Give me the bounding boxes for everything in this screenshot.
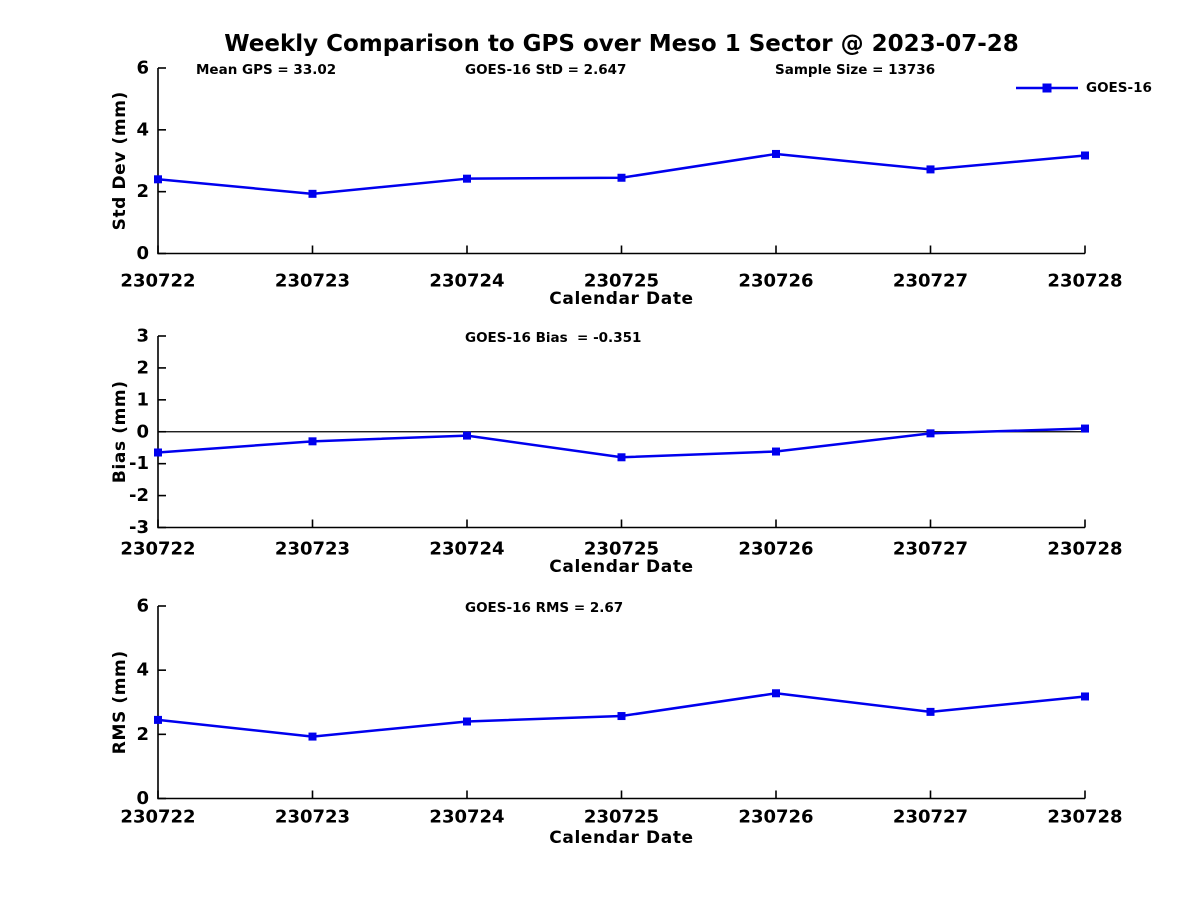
x-tick-label: 230722 bbox=[120, 271, 195, 292]
y-tick-label: 0 bbox=[136, 243, 149, 264]
subplot-rms-mm: 0 2 4 6 230722 230723 230724 230725 230726 230727… bbox=[110, 596, 1123, 849]
x-tick-label: 230724 bbox=[429, 271, 504, 292]
legend: GOES-16 bbox=[1016, 80, 1152, 96]
y-tick-label: 0 bbox=[136, 421, 149, 442]
annotation: GOES-16 RMS = 2.67 bbox=[465, 600, 623, 616]
data-point-marker bbox=[926, 165, 935, 174]
annotation: GOES-16 StD = 2.647 bbox=[465, 62, 626, 78]
data-point-marker bbox=[617, 173, 626, 182]
x-tick-label: 230725 bbox=[584, 271, 659, 292]
x-tick-label: 230726 bbox=[738, 539, 813, 560]
y-axis-title: RMS (mm) bbox=[110, 650, 130, 754]
y-tick-label: -3 bbox=[129, 517, 149, 538]
annotation: Sample Size = 13736 bbox=[775, 62, 935, 78]
x-tick-label: 230723 bbox=[275, 807, 350, 828]
subplot-std-dev-mm: 0 2 4 6 230722 230723 230724 230725 230726 230727… bbox=[110, 58, 1152, 310]
data-point-marker bbox=[154, 175, 162, 184]
x-tick-label: 230726 bbox=[738, 271, 813, 292]
axes-frame bbox=[157, 606, 1085, 800]
x-tick-label: 230724 bbox=[429, 539, 504, 560]
x-tick-label: 230727 bbox=[893, 807, 968, 828]
y-tick-label: 4 bbox=[136, 119, 149, 140]
x-axis-title: Calendar Date bbox=[549, 828, 693, 848]
y-tick-label: 1 bbox=[136, 389, 149, 410]
x-tick-label: 230728 bbox=[1047, 539, 1122, 560]
x-tick-label: 230722 bbox=[120, 539, 195, 560]
y-tick-label: -1 bbox=[129, 453, 149, 474]
subplot-bias-mm: -3 -2 -1 0 1 2 3 230722 230723 230724 230725 230726… bbox=[110, 326, 1123, 578]
x-tick-label: 230726 bbox=[738, 807, 813, 828]
data-point-marker bbox=[617, 453, 626, 462]
x-axis-title: Calendar Date bbox=[549, 289, 693, 309]
x-tick-label: 230728 bbox=[1047, 807, 1122, 828]
data-point-marker bbox=[926, 429, 935, 438]
x-tick-label: 230725 bbox=[584, 539, 659, 560]
annotation: GOES-16 Bias = -0.351 bbox=[465, 330, 641, 346]
data-point-marker bbox=[1081, 151, 1089, 160]
y-tick-label: 3 bbox=[136, 326, 149, 347]
data-point-marker bbox=[1081, 424, 1089, 433]
data-point-marker bbox=[463, 174, 471, 183]
annotation: Mean GPS = 33.02 bbox=[196, 62, 336, 78]
legend-marker bbox=[1042, 83, 1052, 93]
data-point-marker bbox=[772, 447, 780, 456]
x-tick-label: 230724 bbox=[429, 807, 504, 828]
x-tick-label: 230727 bbox=[893, 539, 968, 560]
axes-frame bbox=[157, 68, 1085, 255]
y-tick-label: 6 bbox=[136, 58, 149, 79]
x-tick-label: 230723 bbox=[275, 539, 350, 560]
data-point-marker bbox=[1081, 692, 1089, 701]
data-point-marker bbox=[308, 437, 317, 446]
data-point-marker bbox=[308, 732, 317, 741]
y-tick-label: 0 bbox=[136, 788, 149, 809]
figure-title: Weekly Comparison to GPS over Meso 1 Sec… bbox=[224, 31, 1019, 57]
data-point-marker bbox=[463, 717, 471, 726]
y-tick-label: 2 bbox=[136, 181, 149, 202]
data-point-marker bbox=[154, 715, 162, 724]
data-point-marker bbox=[617, 712, 626, 721]
data-point-marker bbox=[772, 689, 780, 698]
y-tick-label: 2 bbox=[136, 724, 149, 745]
x-tick-label: 230727 bbox=[893, 271, 968, 292]
x-axis-title: Calendar Date bbox=[549, 557, 693, 577]
y-axis-title: Std Dev (mm) bbox=[110, 91, 130, 230]
x-tick-label: 230723 bbox=[275, 271, 350, 292]
data-point-marker bbox=[154, 448, 162, 457]
y-tick-label: 4 bbox=[136, 660, 149, 681]
series-line bbox=[157, 427, 1086, 459]
data-point-marker bbox=[463, 431, 471, 440]
y-tick-label: -2 bbox=[129, 485, 149, 506]
x-tick-label: 230728 bbox=[1047, 271, 1122, 292]
y-tick-label: 6 bbox=[136, 596, 149, 617]
y-tick-label: 2 bbox=[136, 357, 149, 378]
data-point-marker bbox=[772, 149, 780, 158]
y-axis-title: Bias (mm) bbox=[110, 380, 130, 483]
data-point-marker bbox=[308, 189, 317, 198]
legend-label: GOES-16 bbox=[1086, 80, 1152, 96]
x-tick-label: 230725 bbox=[584, 807, 659, 828]
data-point-marker bbox=[926, 707, 935, 716]
x-tick-label: 230722 bbox=[120, 807, 195, 828]
